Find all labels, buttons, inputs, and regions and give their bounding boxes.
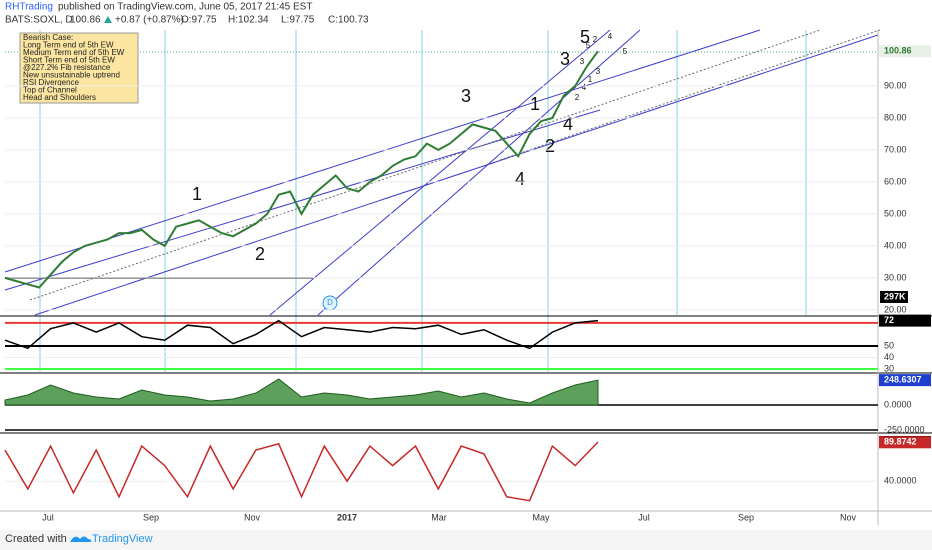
annotation-line: @227.2% Fib resistance [23,63,111,72]
wave-label: 1 [530,94,540,114]
y-tick-label: 20.00 [884,304,907,314]
wave-label: 5 [580,27,590,47]
y-tick-label: 50 [884,340,894,350]
wave-label: 2 [545,136,555,156]
y-tick-label: 60.00 [884,176,907,186]
area [4,378,599,406]
y-tick-label: 40 [884,352,894,362]
panel-separators [0,30,932,525]
close: C:100.73 [328,15,369,26]
annotation-line: Bearish Case: [23,33,73,42]
line [4,50,599,289]
value-tag [879,436,931,449]
high: H:102.34 [228,15,269,26]
value-tag [879,314,931,327]
tv-logo [70,536,92,542]
annotation-line: RSI Divergence [23,78,80,87]
wave-label: 2 [593,35,598,44]
value-tag [879,374,931,387]
line [4,441,599,502]
x-tick-label: Jul [638,512,650,522]
wave-label: 5 [586,41,591,50]
value-tag-label: 248.6307 [884,375,922,385]
header: RHTrading published on TradingView.com, … [5,2,369,26]
annotation-line: Short Term end of 5th EW [23,56,115,65]
volume-label: 297K [884,291,906,301]
x-tick-label: Sep [143,512,159,522]
y-tick-label: -250.0000 [884,424,925,434]
y-tick-label: 90.00 [884,80,907,90]
value-tag-label: 100.86 [884,46,912,56]
wave-label: 1 [588,75,593,84]
annotation-line: Long Term end of 5th EW [23,41,114,50]
x-tick-label: Nov [244,512,261,522]
wave-label: 3 [461,86,471,106]
dividend-label: D [327,298,333,307]
y-tick-label: 40.0000 [884,476,917,486]
x-tick-label: May [532,512,550,522]
published: published on TradingView.com, June 05, 2… [58,2,312,13]
value-tag-label: 89.8742 [884,437,917,447]
annotation-bg [19,32,139,104]
value-tag-label: 72 [884,315,894,325]
low: L:97.75 [281,15,315,26]
y-tick-label: 0.0000 [884,399,912,409]
wave-label: 3 [596,67,601,76]
wave-label: 4 [582,83,587,92]
annotation-line: Top of Channel [23,86,77,95]
annotation-box [19,32,139,104]
wave-label: 3 [580,57,585,66]
wave-label: 5 [623,47,628,56]
value-tag [879,45,931,58]
x-tick-label: 2017 [337,512,357,522]
x-tick-label: Sep [738,512,754,522]
wave-label: 1 [192,184,202,204]
annotation-line: New unsustainable uptrend [23,71,120,80]
x-tick-label: Mar [431,512,447,522]
up-arrow [104,16,112,23]
wave-label: 4 [608,32,613,41]
change: +0.87 (+0.87%) [115,15,184,26]
x-tick-label: Jul [42,512,54,522]
footer-brand: TradingView [92,533,153,545]
symbol: BATS:SOXL, D [5,15,73,26]
line [4,319,599,350]
y-tick-label: 70.00 [884,144,907,154]
y-tick-label: 50.00 [884,208,907,218]
annotation-line: Head and Shoulders [23,93,96,102]
volume-tag [880,291,908,303]
x-tick-label: Nov [840,512,857,522]
wave-label: 2 [575,93,580,102]
y-tick-label: 40.00 [884,240,907,250]
footer-bar [0,530,932,550]
y-tick-label: 30 [884,363,894,373]
open: O:97.75 [181,15,217,26]
wave-label: 4 [563,114,573,134]
annotation-line: Medium Term end of 5th EW [23,48,125,57]
last: 100.86 [70,15,101,26]
wave-label: 3 [560,49,570,69]
author: RHTrading [5,2,53,13]
y-tick-label: 30.00 [884,272,907,282]
wave-label: 2 [255,244,265,264]
footer-created: Created with [5,533,67,545]
y-tick-label: 80.00 [884,112,907,122]
wave-label: 4 [515,169,525,189]
